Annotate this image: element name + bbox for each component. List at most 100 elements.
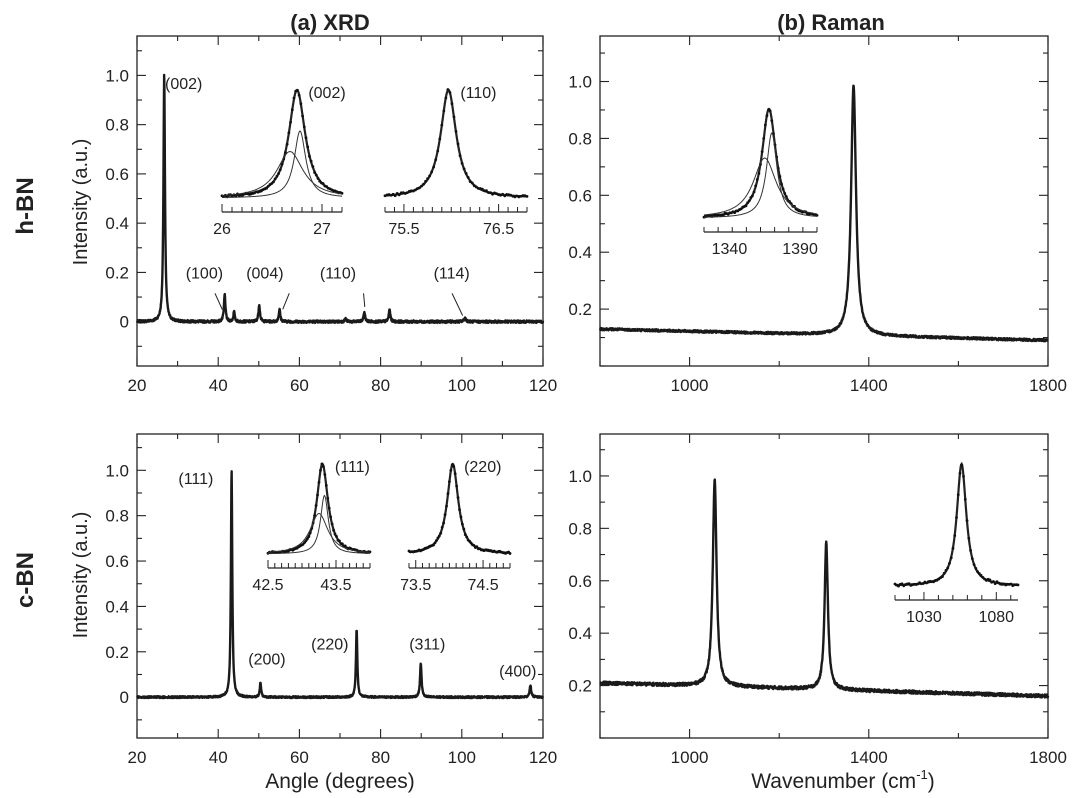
- inset-data-point: [438, 137, 442, 141]
- inset-tick-label: 76.5: [483, 221, 514, 238]
- inset-data-point: [763, 123, 767, 127]
- inset-data-point: [944, 568, 948, 572]
- inset-data-point: [405, 191, 409, 194]
- inset-data-point: [440, 123, 444, 127]
- inset-data-point: [430, 170, 434, 174]
- inset-peak-label: (002): [308, 85, 345, 102]
- y-tick-label: 0.6: [568, 572, 592, 591]
- peak-label: (111): [178, 471, 213, 488]
- inset-tick-label: 43.5: [320, 577, 351, 594]
- y-tick-label: 1.0: [568, 73, 592, 92]
- inset-data-point: [948, 561, 951, 565]
- x-tick-label: 80: [371, 376, 390, 395]
- y-tick-label: 0.6: [105, 165, 129, 184]
- x-tick-label: 20: [128, 748, 147, 767]
- inset-data-point: [273, 177, 277, 181]
- inset-data-point: [770, 119, 774, 123]
- inset-data-point: [309, 159, 313, 163]
- inset-component-line: [703, 132, 818, 218]
- inset-data-point: [992, 580, 995, 583]
- y-tick-label: 0.2: [568, 677, 592, 696]
- inset-data-point: [466, 176, 470, 179]
- y-tick-label: 0.4: [568, 243, 592, 262]
- inset-data-point: [462, 527, 466, 531]
- inset-data-point: [442, 521, 446, 525]
- spectrum-line: [598, 84, 1049, 343]
- inset-data-point: [321, 465, 325, 468]
- inset-data-point: [280, 162, 284, 166]
- inset-data-point: [428, 174, 432, 178]
- inset-data-point: [491, 192, 494, 196]
- inset-data-point: [453, 472, 457, 475]
- inset-data-point: [765, 114, 769, 118]
- inset-data-point: [301, 114, 304, 118]
- peak-label: (220): [311, 637, 348, 654]
- spectrum-line: [599, 478, 1050, 699]
- inset-data-point: [297, 93, 301, 97]
- inset-tick-label: 73.5: [400, 577, 431, 594]
- row-label-cbn: c-BN: [12, 552, 39, 608]
- xlabel-raman-main: Wavenumber (cm: [751, 770, 916, 793]
- inset-data-point: [755, 178, 759, 181]
- inset-data-point: [464, 172, 468, 175]
- inset-data-point: [458, 508, 461, 512]
- x-tick-label: 1800: [1029, 748, 1067, 767]
- panel-xrd-cbn: 20 40 60 80 100 120 0 0.2 0.4 0.6 0.8 1.0 (111) (200)…: [105, 433, 557, 767]
- inset-peak-label: (111): [335, 459, 370, 476]
- inset-data-point: [343, 544, 347, 548]
- inset-data-point: [746, 201, 749, 205]
- inset-data-point: [900, 582, 904, 586]
- inset-component-line: [267, 512, 371, 553]
- inset-data-point: [304, 539, 308, 543]
- peak-label: (400): [499, 664, 536, 681]
- inset-data-point: [967, 536, 971, 540]
- inset-data-point: [333, 532, 337, 536]
- peak-label: (110): [320, 266, 356, 283]
- plot-frame: [599, 35, 1049, 367]
- x-tick-label: 120: [529, 376, 557, 395]
- y-tick-label: 0.2: [105, 643, 129, 662]
- x-tick-label: 20: [128, 376, 147, 395]
- inset-data-point: [439, 531, 443, 535]
- inset-data-point: [330, 522, 334, 526]
- inset-component-line: [703, 157, 818, 216]
- inset-data-point: [458, 154, 462, 158]
- inset-data-point: [958, 471, 962, 475]
- inset-data-point: [463, 533, 467, 536]
- inset-data-point: [979, 574, 983, 577]
- inset-data-point: [290, 108, 294, 112]
- inset-data-point: [311, 165, 315, 168]
- y-tick-label: 0.6: [568, 186, 592, 205]
- inset-data-point: [434, 158, 438, 162]
- xlabel-raman-sup: -1: [916, 767, 928, 782]
- inset-tick-label: 1030: [906, 609, 942, 626]
- inset-data-point: [265, 186, 268, 190]
- inset-data-point: [329, 515, 333, 519]
- inset-data-point: [489, 191, 492, 195]
- inset-data-point: [432, 543, 435, 547]
- inset-data-point: [320, 462, 324, 466]
- y-tick-label: 0.8: [568, 129, 592, 148]
- inset-data-point: [963, 497, 967, 501]
- x-tick-label: 40: [209, 376, 228, 395]
- y-tick-label: 0.8: [568, 519, 592, 538]
- inset-data-point: [314, 173, 318, 177]
- inset-data-point: [988, 578, 992, 582]
- x-tick-label: 60: [290, 748, 309, 767]
- inset-data-point: [953, 534, 957, 538]
- inset-data-point: [443, 513, 447, 517]
- inset-data-point: [452, 465, 456, 468]
- inset-data-point: [418, 186, 421, 190]
- inset-data-point: [450, 102, 454, 106]
- inset-peak-label: (220): [464, 459, 501, 476]
- inset-data-point: [468, 180, 472, 183]
- inset-data-point: [275, 174, 279, 178]
- inset-data-point: [335, 535, 338, 538]
- y-tick-label: 0.4: [105, 597, 129, 616]
- inset-component-line: [221, 151, 343, 197]
- inset-data-point: [445, 504, 448, 508]
- inset-data-point: [768, 109, 772, 113]
- x-tick-label: 1400: [850, 376, 888, 395]
- inset-data-point: [487, 191, 490, 195]
